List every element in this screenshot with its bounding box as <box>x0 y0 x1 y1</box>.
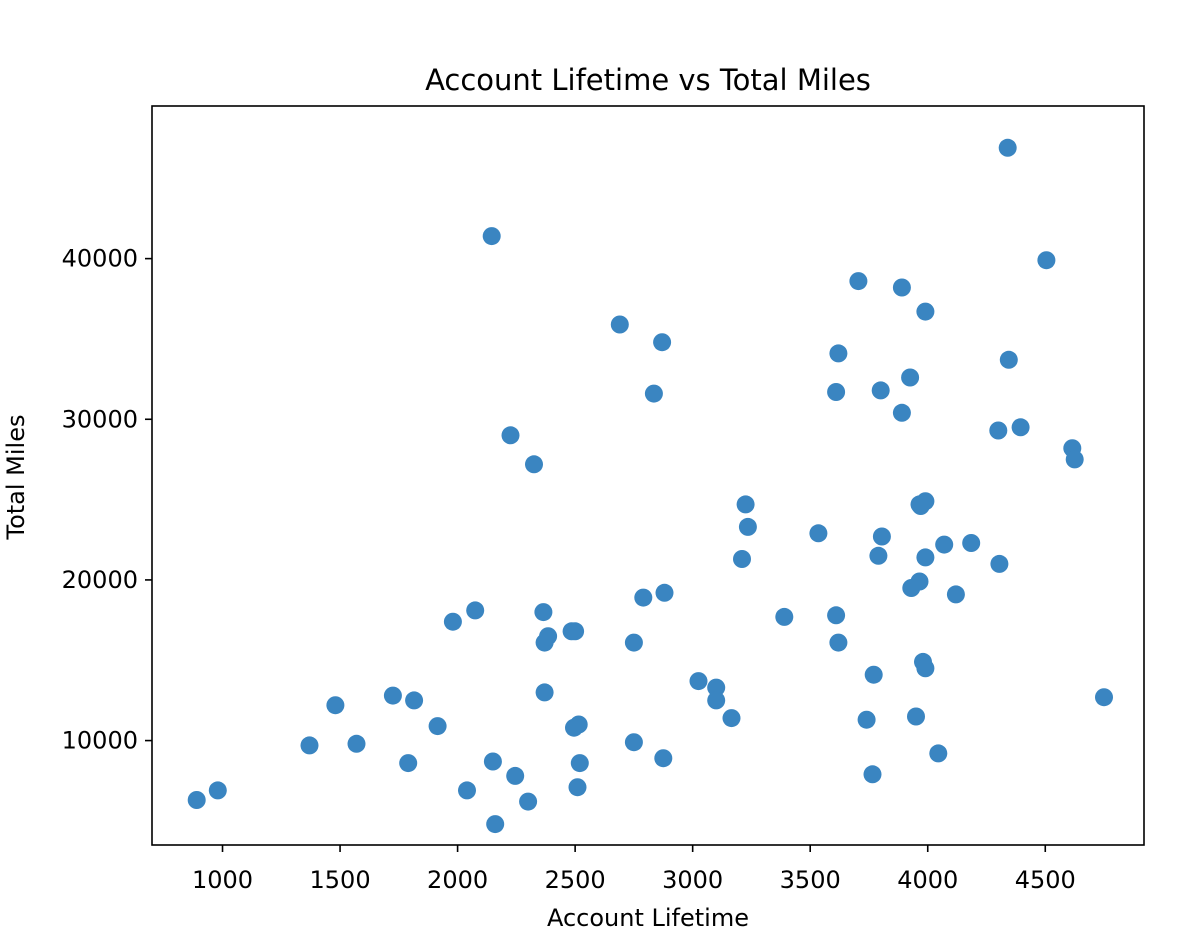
data-point <box>326 696 345 715</box>
data-point <box>405 691 424 710</box>
data-point <box>466 601 485 620</box>
data-point <box>482 227 501 246</box>
data-point <box>809 524 828 543</box>
y-tick-label: 10000 <box>62 727 138 755</box>
data-point <box>707 691 726 710</box>
x-tick-label: 1500 <box>310 866 371 894</box>
data-point <box>1011 418 1030 437</box>
data-point <box>829 633 848 652</box>
data-point <box>569 715 588 734</box>
y-tick-label: 20000 <box>62 566 138 594</box>
x-tick-label: 4000 <box>897 866 958 894</box>
data-point <box>849 272 868 291</box>
data-point <box>486 815 505 834</box>
plot-frame <box>151 105 1145 846</box>
data-point <box>187 791 206 809</box>
data-point <box>1095 688 1113 707</box>
data-point <box>443 612 462 631</box>
data-point <box>483 752 502 771</box>
data-point <box>738 517 757 536</box>
data-point <box>566 622 585 641</box>
x-tick-label: 3000 <box>662 866 723 894</box>
data-point <box>208 781 227 800</box>
y-axis-label: Total Miles <box>2 415 30 541</box>
data-point <box>654 749 673 768</box>
x-axis-label: Account Lifetime <box>547 904 749 932</box>
data-point <box>539 627 558 646</box>
data-point <box>570 754 589 773</box>
data-point <box>827 383 846 401</box>
data-point <box>999 350 1018 369</box>
data-point <box>689 672 708 691</box>
data-point <box>916 302 935 321</box>
data-point <box>653 333 672 352</box>
data-point <box>300 736 319 755</box>
data-point <box>998 138 1017 157</box>
data-point <box>901 368 920 387</box>
x-tick-label: 2000 <box>427 866 488 894</box>
data-point <box>568 778 587 797</box>
data-point <box>347 734 366 753</box>
data-point <box>990 554 1009 573</box>
data-point <box>962 534 981 552</box>
data-point <box>910 572 929 591</box>
data-point <box>634 588 653 607</box>
data-point <box>519 792 538 811</box>
data-point <box>428 717 447 736</box>
data-point <box>989 421 1008 440</box>
x-tick-label: 3500 <box>780 866 841 894</box>
data-point <box>871 381 890 400</box>
data-point <box>707 678 726 697</box>
points-layer <box>187 138 1113 834</box>
x-tick-label: 4500 <box>1015 866 1076 894</box>
data-point <box>624 633 643 652</box>
data-point <box>610 315 629 334</box>
data-point <box>736 495 755 514</box>
data-point <box>1037 251 1056 270</box>
data-point <box>501 426 520 445</box>
data-point <box>827 606 846 625</box>
data-point <box>935 535 954 554</box>
data-point <box>892 278 911 297</box>
data-point <box>916 492 935 511</box>
data-point <box>892 403 911 422</box>
data-point <box>525 455 543 474</box>
x-axis: 1000 1500 2000 2500 3000 3500 4000 4500 <box>192 845 1076 894</box>
data-point <box>506 766 525 785</box>
data-point <box>929 744 948 763</box>
data-point <box>1065 450 1084 469</box>
data-point <box>655 583 674 602</box>
data-point <box>857 710 876 729</box>
data-point <box>722 709 741 728</box>
data-point <box>829 344 848 363</box>
data-point <box>733 550 751 568</box>
data-point <box>916 659 935 678</box>
data-point <box>872 527 891 546</box>
data-point <box>458 781 476 800</box>
data-point <box>946 585 965 604</box>
data-point <box>535 683 554 702</box>
x-tick-label: 1000 <box>192 866 253 894</box>
data-point <box>534 603 553 622</box>
data-point <box>869 546 888 565</box>
data-point <box>916 548 935 567</box>
y-tick-label: 30000 <box>62 405 138 433</box>
data-point <box>863 765 882 784</box>
y-axis: 10000 20000 30000 40000 <box>62 245 152 755</box>
data-point <box>864 665 883 684</box>
data-point <box>775 607 794 626</box>
data-point <box>907 707 925 726</box>
x-tick-label: 2500 <box>545 866 606 894</box>
data-point <box>383 686 402 705</box>
data-point <box>644 384 663 403</box>
y-tick-label: 40000 <box>62 245 138 273</box>
data-point <box>624 733 643 752</box>
chart-title: Account Lifetime vs Total Miles <box>425 63 871 97</box>
data-point <box>399 754 418 773</box>
